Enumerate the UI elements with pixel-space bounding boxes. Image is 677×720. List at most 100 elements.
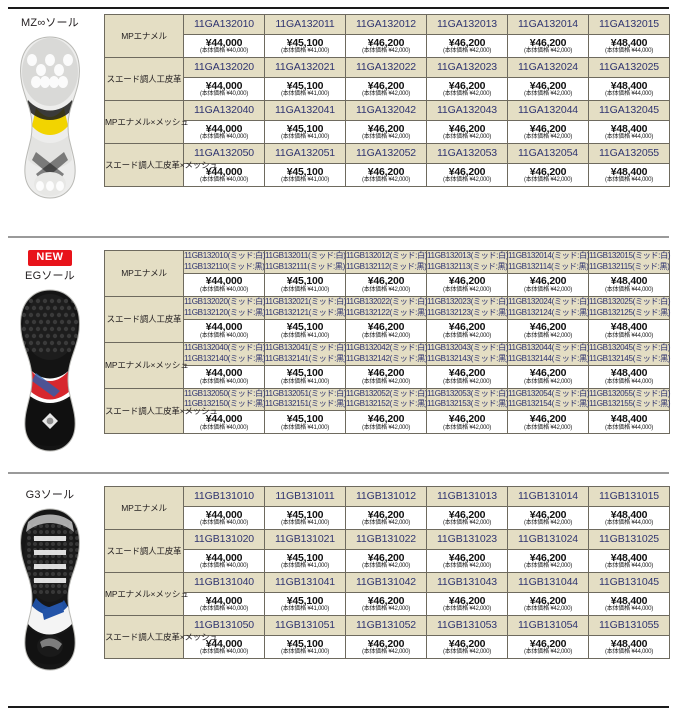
product-code-black-mid: 11GB132112(ミッド:黒) xyxy=(346,261,427,271)
product-code: 11GA132053 xyxy=(436,147,498,160)
shoe-thumbnail-mz xyxy=(6,34,94,202)
product-code: 11GB131043 xyxy=(436,576,498,589)
product-code: 11GA132044 xyxy=(517,104,579,117)
product-code: 11GB131021 xyxy=(274,533,336,546)
table-row: ¥44,000 (本体価格 ¥40,000) ¥45,100 (本体価格 ¥41,00… xyxy=(105,364,670,389)
product-code: 11GA132052 xyxy=(355,147,417,160)
product-code-cell: 11GB132041(ミッド:白) 11GB132141(ミッド:黒) xyxy=(264,341,347,366)
product-code-white-mid: 11GB132010(ミッド:白) xyxy=(184,251,266,260)
price-cell: ¥46,200 (本体価格 ¥42,000) xyxy=(507,506,589,530)
product-code-black-mid: 11GB132113(ミッド:黒) xyxy=(427,261,508,271)
price-excl-tax: (本体価格 ¥44,000) xyxy=(605,47,653,55)
product-code: 11GB131052 xyxy=(355,619,417,632)
product-code-cell: 11GB132051(ミッド:白) 11GB132151(ミッド:黒) xyxy=(264,387,347,412)
product-code-cell: 11GB132040(ミッド:白) 11GB132140(ミッド:黒) xyxy=(183,341,266,366)
product-code-cell: 11GA132051 xyxy=(264,143,346,164)
price-excl-tax: (本体価格 ¥42,000) xyxy=(524,648,572,656)
product-code-cell: 11GA132022 xyxy=(345,57,427,78)
price-excl-tax: (本体価格 ¥41,000) xyxy=(281,423,329,431)
price-excl-tax: (本体価格 ¥44,000) xyxy=(605,648,653,656)
price-excl-tax: (本体価格 ¥44,000) xyxy=(605,377,653,385)
product-code-white-mid: 11GB132020(ミッド:白) xyxy=(184,296,266,306)
price-excl-tax: (本体価格 ¥42,000) xyxy=(362,605,410,613)
product-code-cell: 11GA132020 xyxy=(183,57,265,78)
price-excl-tax: (本体価格 ¥42,000) xyxy=(443,519,491,527)
price-incl-tax: ¥44,000 xyxy=(205,275,243,288)
price-cell: ¥46,200 (本体価格 ¥42,000) xyxy=(426,549,508,573)
price-excl-tax: (本体価格 ¥42,000) xyxy=(524,519,572,527)
price-incl-tax: ¥46,200 xyxy=(448,36,486,49)
price-cell: ¥48,400 (本体価格 ¥44,000) xyxy=(588,77,670,101)
table-row: ¥44,000 (本体価格 ¥40,000) ¥45,100 (本体価格 ¥41,00… xyxy=(105,410,670,435)
product-code-black-mid: 11GB132125(ミッド:黒) xyxy=(589,307,671,317)
product-code-white-mid: 11GB132055(ミッド:白) xyxy=(589,388,671,398)
price-cell: ¥46,200 (本体価格 ¥42,000) xyxy=(345,635,427,659)
price-cell: ¥48,400 (本体価格 ¥44,000) xyxy=(588,592,670,616)
material-label: MPエナメル×メッシュ xyxy=(104,100,189,144)
price-cell: ¥45,100 (本体価格 ¥41,000) xyxy=(264,592,346,616)
product-code-cell: 11GB132011(ミッド:白) 11GB132111(ミッド:黒) xyxy=(264,250,346,274)
product-code: 11GB131012 xyxy=(355,490,417,503)
product-code-cell: 11GA132052 xyxy=(345,143,427,164)
product-code-white-mid: 11GB132051(ミッド:白) xyxy=(265,388,347,398)
price-incl-tax: ¥45,100 xyxy=(286,637,324,650)
price-incl-tax: ¥44,000 xyxy=(205,321,243,334)
product-code: 11GB131020 xyxy=(193,533,255,546)
price-excl-tax: (本体価格 ¥42,000) xyxy=(524,286,572,294)
product-code: 11GA132015 xyxy=(598,18,660,31)
product-code-cell: 11GB132025(ミッド:白) 11GB132125(ミッド:黒) xyxy=(588,295,671,320)
product-code-cell: 11GB131014 xyxy=(507,486,589,507)
product-code-cell: 11GB131053 xyxy=(426,615,508,636)
product-code-cell: 11GB131050 xyxy=(183,615,265,636)
price-incl-tax: ¥46,200 xyxy=(367,412,405,425)
product-code-cell: 11GA132021 xyxy=(264,57,346,78)
product-code-white-mid: 11GB132014(ミッド:白) xyxy=(508,251,590,260)
price-cell: ¥46,200 (本体価格 ¥42,000) xyxy=(426,120,508,144)
section-divider-1 xyxy=(8,236,669,238)
product-code-black-mid: 11GB132145(ミッド:黒) xyxy=(589,353,671,363)
price-incl-tax: ¥48,400 xyxy=(610,594,648,607)
price-incl-tax: ¥44,000 xyxy=(205,122,243,135)
price-excl-tax: (本体価格 ¥41,000) xyxy=(281,562,329,570)
price-cell: ¥45,100 (本体価格 ¥41,000) xyxy=(264,318,346,343)
product-code-white-mid: 11GB132052(ミッド:白) xyxy=(346,388,428,398)
price-excl-tax: (本体価格 ¥42,000) xyxy=(362,331,410,339)
material-label: スエード調人工皮革 xyxy=(104,295,184,343)
price-cell: ¥46,200 (本体価格 ¥42,000) xyxy=(507,364,589,389)
price-excl-tax: (本体価格 ¥42,000) xyxy=(524,47,572,55)
product-code: 11GB131015 xyxy=(598,490,660,503)
shoe-thumbnail-g3 xyxy=(6,506,94,674)
price-cell: ¥46,200 (本体価格 ¥42,000) xyxy=(507,410,589,435)
price-excl-tax: (本体価格 ¥44,000) xyxy=(605,286,653,294)
table-row: MPエナメル×メッシュ 11GB131040 11GB131041 11GB13104… xyxy=(104,572,670,616)
sole-identity-mz: MZ∞ソール xyxy=(0,14,100,226)
shoe-sole-image-g3 xyxy=(20,508,80,671)
product-code-cell: 11GA132044 xyxy=(507,100,589,121)
price-excl-tax: (本体価格 ¥41,000) xyxy=(281,176,329,184)
price-incl-tax: ¥46,200 xyxy=(367,367,405,380)
product-code-cell: 11GB131022 xyxy=(345,529,427,550)
price-excl-tax: (本体価格 ¥44,000) xyxy=(605,133,653,141)
product-code-cell: 11GB131010 xyxy=(183,486,265,507)
product-code-cell: 11GB131042 xyxy=(345,572,427,593)
price-cell: ¥44,000 (本体価格 ¥40,000) xyxy=(183,318,265,343)
price-cell: ¥48,400 (本体価格 ¥44,000) xyxy=(588,635,670,659)
price-excl-tax: (本体価格 ¥40,000) xyxy=(200,377,248,385)
product-code-cell: 11GA132054 xyxy=(507,143,589,164)
product-code-cell: 11GB131021 xyxy=(264,529,346,550)
price-excl-tax: (本体価格 ¥40,000) xyxy=(200,47,248,55)
price-incl-tax: ¥45,100 xyxy=(286,508,324,521)
product-code-black-mid: 11GB132110(ミッド:黒) xyxy=(184,261,265,271)
product-code-white-mid: 11GB132012(ミッド:白) xyxy=(346,251,428,260)
price-cell: ¥44,000 (本体価格 ¥40,000) xyxy=(183,163,265,187)
price-cell: ¥46,200 (本体価格 ¥42,000) xyxy=(345,318,427,343)
price-excl-tax: (本体価格 ¥44,000) xyxy=(605,605,653,613)
price-incl-tax: ¥46,200 xyxy=(367,321,405,334)
product-code-cell: 11GB132055(ミッド:白) 11GB132155(ミッド:黒) xyxy=(588,387,671,412)
product-code-cell: 11GB131012 xyxy=(345,486,427,507)
material-label: MPエナメル xyxy=(104,14,184,58)
product-code: 11GB131024 xyxy=(517,533,579,546)
price-excl-tax: (本体価格 ¥42,000) xyxy=(443,286,491,294)
price-excl-tax: (本体価格 ¥42,000) xyxy=(443,176,491,184)
price-cell: ¥44,000 (本体価格 ¥40,000) xyxy=(183,272,265,297)
